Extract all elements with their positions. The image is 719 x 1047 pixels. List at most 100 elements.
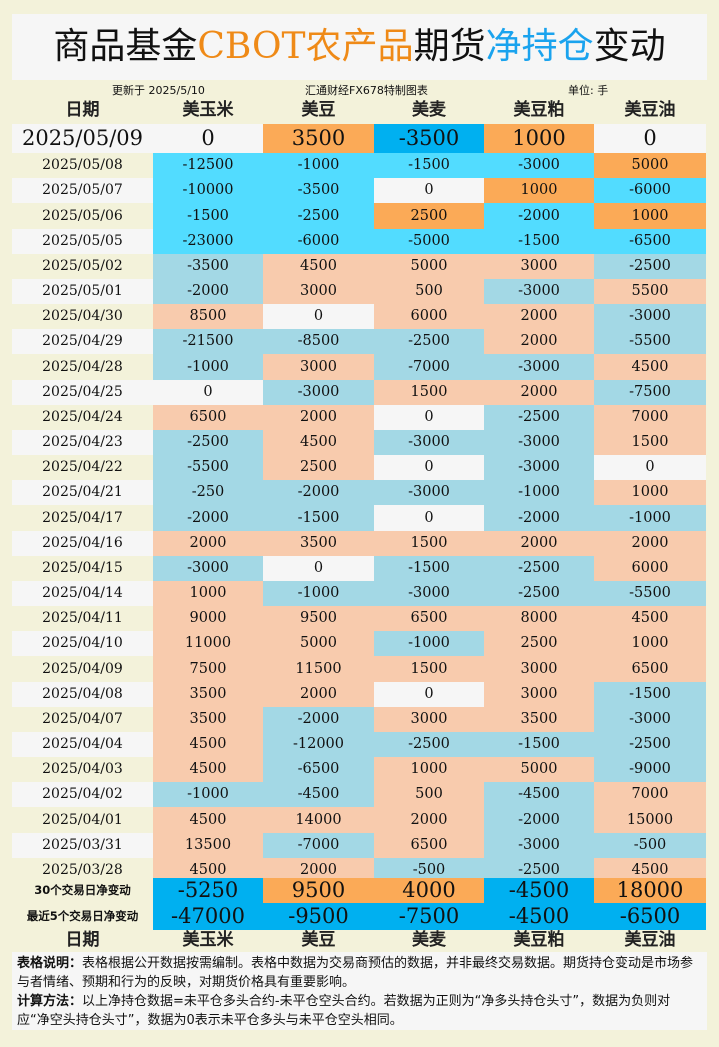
value-cell: -500 <box>594 833 706 858</box>
date-cell: 2025/04/04 <box>12 732 153 757</box>
value-cell: 2500 <box>484 631 594 656</box>
table-row: 2025/04/24 6500 2000 0 -2500 7000 <box>12 405 706 430</box>
value-cell: -4500 <box>484 878 594 903</box>
date-cell: 2025/04/08 <box>12 682 153 707</box>
notes-desc-label: 表格说明： <box>17 956 83 971</box>
column-header: 美豆油 <box>624 100 676 120</box>
value-cell: 1500 <box>594 430 706 455</box>
value-cell: 7000 <box>594 405 706 430</box>
title-part: 期货 <box>413 26 486 67</box>
value-cell: 4500 <box>594 606 706 631</box>
value-cell: 3000 <box>374 707 484 732</box>
date-cell: 2025/04/07 <box>12 707 153 732</box>
value-cell: -10000 <box>153 178 263 203</box>
value-cell: -2000 <box>484 807 594 833</box>
value-cell: 7500 <box>153 656 263 682</box>
value-cell: -1000 <box>153 782 263 807</box>
table-row: 2025/04/08 3500 2000 0 3000 -1500 <box>12 682 706 707</box>
value-cell: 0 <box>153 380 263 405</box>
table-row: 2025/04/10 11000 5000 -1000 2500 1000 <box>12 631 706 656</box>
date-cell: 最近5个交易日净变动 <box>12 903 153 930</box>
value-cell: 4500 <box>263 430 374 455</box>
value-cell: 3500 <box>153 707 263 732</box>
date-cell: 2025/05/07 <box>12 178 153 203</box>
value-cell: 0 <box>374 178 484 203</box>
value-cell: 0 <box>374 505 484 531</box>
date-cell: 2025/04/16 <box>12 531 153 556</box>
value-cell: -2000 <box>484 203 594 229</box>
date-cell: 2025/04/15 <box>12 556 153 581</box>
date-cell: 2025/04/11 <box>12 606 153 631</box>
value-cell: 5500 <box>594 279 706 304</box>
value-cell: -3500 <box>263 178 374 203</box>
value-cell: -250 <box>153 480 263 505</box>
value-cell: -1000 <box>594 505 706 531</box>
table-row: 2025/04/11 9000 9500 6500 8000 4500 <box>12 606 706 631</box>
value-cell: 1000 <box>594 480 706 505</box>
value-cell: -1000 <box>263 581 374 606</box>
value-cell: 2000 <box>263 682 374 707</box>
value-cell: 1500 <box>374 531 484 556</box>
value-cell: -3000 <box>263 380 374 405</box>
value-cell: 1500 <box>374 380 484 405</box>
value-cell: 4500 <box>153 807 263 833</box>
value-cell: 1000 <box>484 124 594 153</box>
value-cell: -3000 <box>484 833 594 858</box>
value-cell: -2500 <box>594 254 706 279</box>
value-cell: 6500 <box>594 656 706 682</box>
title-part: 净持仓 <box>485 26 594 67</box>
table-row: 2025/04/17 -2000 -1500 0 -2000 -1000 <box>12 505 706 531</box>
table-row: 2025/05/02 -3500 4500 5000 3000 -2500 <box>12 254 706 279</box>
value-cell: -1500 <box>153 203 263 229</box>
date-cell: 2025/04/14 <box>12 581 153 606</box>
value-cell: 1000 <box>484 178 594 203</box>
value-cell: -1500 <box>374 153 484 178</box>
value-cell: -5250 <box>153 878 263 903</box>
value-cell: -6000 <box>263 229 374 254</box>
value-cell: 4500 <box>153 757 263 782</box>
column-header: 美麦 <box>412 100 446 120</box>
value-cell: 2000 <box>484 531 594 556</box>
value-cell: -3000 <box>484 455 594 480</box>
table-row: 2025/04/03 4500 -6500 1000 5000 -9000 <box>12 757 706 782</box>
updated-date: 更新于 2025/5/10 <box>112 84 205 97</box>
value-cell: 0 <box>594 124 706 153</box>
value-cell: 2000 <box>594 531 706 556</box>
value-cell: 3000 <box>263 354 374 380</box>
table-row: 2025/04/02 -1000 -4500 500 -4500 7000 <box>12 782 706 807</box>
value-cell: -3500 <box>374 124 484 153</box>
value-cell: -5500 <box>594 329 706 354</box>
value-cell: 15000 <box>594 807 706 833</box>
value-cell: 4500 <box>263 254 374 279</box>
value-cell: -3000 <box>594 707 706 732</box>
value-cell: 6500 <box>374 833 484 858</box>
value-cell: 6500 <box>374 606 484 631</box>
value-cell: 3500 <box>263 124 374 153</box>
value-cell: -5500 <box>594 581 706 606</box>
value-cell: -8500 <box>263 329 374 354</box>
date-cell: 2025/04/28 <box>12 354 153 380</box>
unit-label: 单位: 手 <box>568 84 609 97</box>
value-cell: -2000 <box>153 505 263 531</box>
value-cell: 0 <box>263 556 374 581</box>
value-cell: 0 <box>374 682 484 707</box>
summary-row-30d: 30个交易日净变动 -5250 9500 4000 -4500 18000 <box>12 878 706 903</box>
notes-calc-text: 以上净持仓数据=未平仓多头合约-未平仓空头合约。若数据为正则为“净多头持仓头寸”… <box>17 994 671 1028</box>
value-cell: 9500 <box>263 878 374 903</box>
value-cell: -2000 <box>153 279 263 304</box>
value-cell: -2500 <box>263 203 374 229</box>
value-cell: -5000 <box>374 229 484 254</box>
value-cell: 6500 <box>153 405 263 430</box>
value-cell: 5000 <box>484 757 594 782</box>
date-cell: 2025/04/09 <box>12 656 153 682</box>
value-cell: 0 <box>263 304 374 329</box>
value-cell: -3000 <box>484 279 594 304</box>
value-cell: 2000 <box>484 329 594 354</box>
value-cell: -3000 <box>484 354 594 380</box>
value-cell: -2500 <box>374 329 484 354</box>
column-header: 美玉米 <box>182 930 234 950</box>
date-cell: 2025/05/09 <box>12 124 153 153</box>
value-cell: 0 <box>594 455 706 480</box>
value-cell: 3000 <box>263 279 374 304</box>
value-cell: 9000 <box>153 606 263 631</box>
